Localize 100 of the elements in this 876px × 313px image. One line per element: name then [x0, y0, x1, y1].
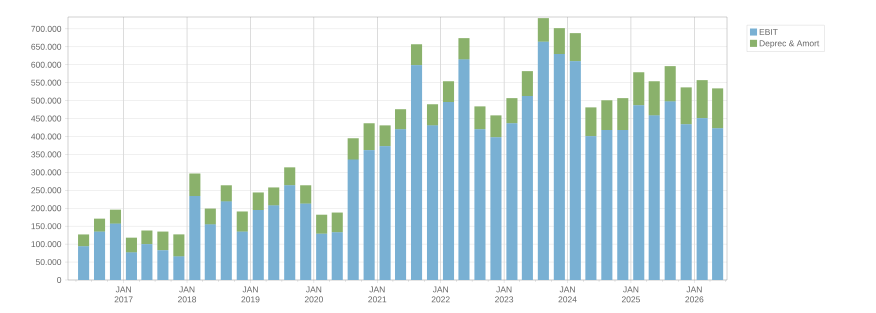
y-tick-label: 700.000	[31, 26, 62, 32]
bar	[442, 81, 454, 102]
bar	[380, 125, 391, 146]
bar	[442, 102, 454, 280]
legend-label: EBIT	[760, 29, 778, 35]
bar	[189, 196, 200, 280]
bar	[364, 150, 375, 280]
bar	[680, 87, 692, 124]
bar	[348, 138, 359, 160]
y-tick-label: 450.000	[31, 116, 62, 122]
bar	[696, 80, 708, 118]
bar	[664, 66, 676, 102]
bar	[522, 96, 533, 280]
x-tick-label: JAN 2026	[685, 286, 704, 302]
bar	[585, 136, 596, 280]
legend-label: Deprec & Amort	[760, 40, 820, 48]
bar	[490, 137, 502, 280]
bar	[110, 210, 122, 224]
bar	[648, 115, 660, 280]
bar	[696, 118, 708, 280]
bar	[332, 232, 343, 280]
bar	[554, 28, 565, 54]
y-tick-label: 100.000	[32, 241, 62, 248]
bar	[220, 201, 232, 280]
bar	[126, 252, 137, 280]
bar	[458, 59, 470, 280]
bar	[204, 224, 216, 280]
bar	[380, 146, 391, 280]
bar	[633, 72, 644, 106]
bar	[141, 244, 152, 280]
bar	[410, 65, 422, 280]
bar	[601, 100, 612, 130]
bar	[316, 214, 328, 234]
bar	[78, 246, 90, 280]
x-tick-label: JAN 2023	[495, 286, 514, 302]
bar	[506, 98, 518, 124]
bar	[268, 187, 280, 206]
bar	[538, 18, 549, 42]
bar	[410, 44, 422, 66]
x-tick-label: JAN 2019	[241, 286, 260, 302]
bar	[300, 204, 312, 280]
bar	[538, 42, 549, 280]
y-tick-label: 650.000	[31, 44, 62, 50]
bar	[94, 218, 106, 232]
x-tick-label: JAN 2021	[368, 286, 386, 302]
y-tick-label: 0	[57, 277, 62, 283]
bar	[395, 109, 406, 130]
y-tick-label: 600.000	[31, 62, 62, 68]
bar	[348, 159, 359, 280]
bar	[78, 234, 90, 246]
bar	[664, 101, 676, 280]
bar	[157, 232, 168, 250]
bar	[633, 105, 644, 280]
bar	[252, 192, 264, 210]
bar	[712, 128, 724, 280]
bar	[94, 232, 106, 280]
bar	[617, 130, 628, 280]
bar	[220, 185, 232, 202]
y-tick-label: 150.000	[32, 223, 62, 230]
bar	[236, 232, 248, 280]
bar	[570, 33, 581, 62]
y-tick-label: 300.000	[31, 169, 62, 176]
bar	[522, 71, 533, 96]
bar	[648, 81, 660, 116]
bar	[426, 104, 438, 126]
bar	[236, 211, 248, 232]
y-tick-label: 550.000	[31, 80, 62, 86]
bar	[617, 98, 628, 130]
bar	[157, 250, 168, 280]
bar	[585, 107, 596, 136]
bar	[316, 234, 328, 280]
bar	[474, 106, 486, 130]
bar	[141, 230, 152, 244]
bar	[173, 256, 184, 280]
bar	[601, 130, 612, 280]
bar	[268, 205, 280, 280]
bar	[712, 88, 724, 128]
x-tick-label: JAN 2018	[178, 286, 196, 302]
y-tick-label: 350.000	[31, 151, 62, 158]
bar	[426, 125, 438, 280]
bar	[173, 234, 184, 256]
x-tick-label: JAN 2025	[622, 286, 640, 302]
bar	[300, 185, 312, 204]
bar	[570, 61, 581, 280]
bar	[458, 38, 470, 60]
bar	[332, 212, 343, 232]
bar	[284, 185, 296, 280]
y-tick-label: 500.000	[31, 98, 62, 104]
bar	[204, 208, 216, 224]
bar	[506, 123, 518, 280]
bar	[189, 173, 200, 196]
bar	[395, 129, 406, 280]
x-tick-label: JAN 2020	[304, 286, 323, 302]
y-tick-label: 250.000	[31, 187, 62, 194]
bar	[490, 115, 502, 138]
x-tick-label: JAN 2022	[432, 286, 450, 302]
bar	[474, 129, 486, 280]
bar	[126, 238, 137, 252]
y-tick-label: 200.000	[31, 205, 62, 212]
x-tick-label: JAN 2017	[114, 286, 133, 302]
